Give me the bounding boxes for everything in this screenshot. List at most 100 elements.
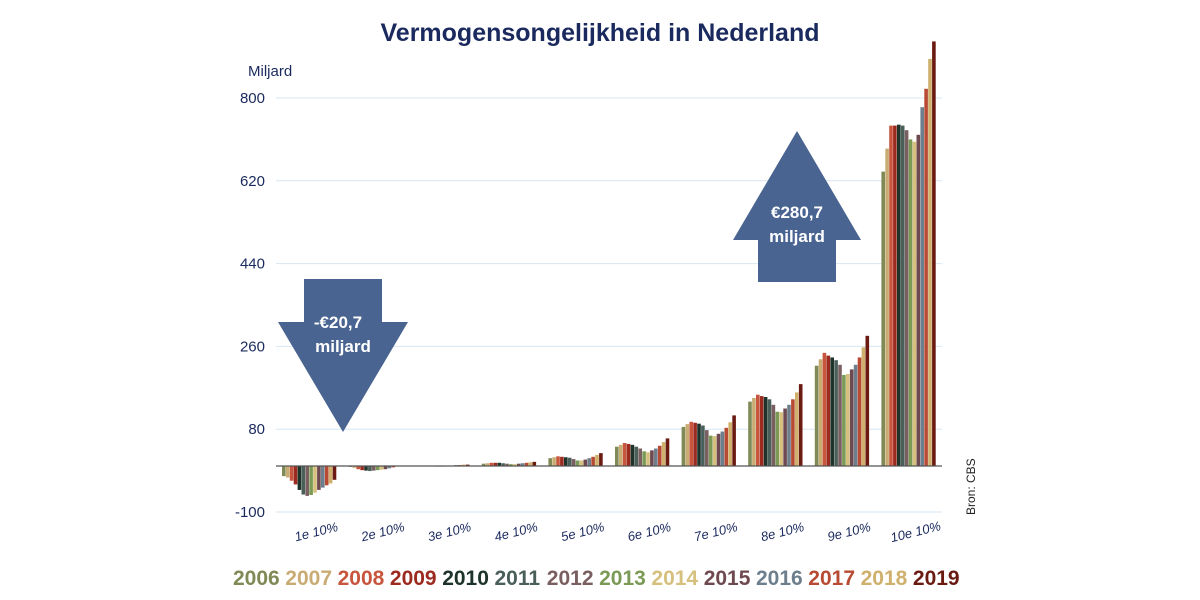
bar: [849, 369, 854, 466]
legend-entry: 2015: [704, 567, 751, 590]
bar: [332, 466, 337, 480]
bar: [356, 466, 360, 470]
y-tick-label: 80: [248, 421, 265, 438]
x-tick-label: 7e 10%: [693, 519, 739, 544]
x-axis-ticks: 1e 10% 2e 10% 3e 10% 4e 10% 5e 10% 6e 10% 7e 1…: [293, 518, 942, 545]
bar: [313, 466, 317, 493]
bar: [853, 364, 858, 466]
bar: [583, 459, 588, 466]
chart-title: Vermogensongelijkheid in Nederland: [381, 19, 820, 47]
bar: [771, 404, 776, 466]
bar: [379, 466, 384, 470]
bar: [716, 433, 721, 466]
bar: [552, 457, 556, 466]
bar: [324, 466, 329, 486]
legend-entry: 2006: [233, 567, 280, 590]
bar: [560, 456, 564, 466]
x-tick-label: 9e 10%: [826, 519, 872, 544]
bar: [865, 335, 870, 466]
bar: [928, 58, 932, 467]
bar: [900, 125, 905, 466]
bar: [775, 411, 780, 466]
legend-entry: 2009: [390, 567, 437, 590]
legend-entry: 2019: [913, 567, 960, 590]
bar: [622, 443, 627, 466]
y-tick-label: 620: [240, 173, 265, 190]
bar: [520, 463, 525, 466]
legend-entry: 2012: [547, 567, 594, 590]
bar: [661, 442, 666, 466]
bar: [685, 424, 690, 466]
bar: [767, 399, 772, 466]
legend-entry: 2008: [338, 567, 385, 590]
bar: [654, 448, 658, 466]
bar: [360, 466, 364, 471]
bar: [693, 422, 697, 466]
arrow-annotation-up: €280,7 miljard: [733, 131, 861, 282]
x-tick-label: 1e 10%: [293, 519, 339, 544]
x-tick-label: 4e 10%: [493, 519, 539, 544]
bar: [634, 446, 639, 466]
bar: [857, 357, 862, 466]
arrow-down-shape: [278, 279, 408, 432]
bar: [795, 392, 799, 466]
bar: [352, 466, 357, 468]
legend-entry: 2011: [495, 567, 541, 590]
bar: [481, 463, 486, 466]
bar: [364, 466, 368, 471]
y-axis-unit-label: Miljard: [248, 63, 292, 80]
x-tick-label: 10e 10%: [889, 518, 942, 545]
bar: [368, 466, 372, 472]
bar: [548, 458, 552, 466]
x-tick-label: 6e 10%: [626, 519, 672, 544]
bar: [924, 88, 928, 467]
bar: [838, 364, 842, 466]
bar: [391, 466, 396, 468]
bar: [665, 438, 670, 466]
bar: [575, 460, 580, 466]
bar: [893, 125, 897, 466]
bar: [842, 374, 846, 466]
legend: 2006 2007 2008 2009 2010 2011 2012 2013 2014 2015…: [233, 567, 960, 590]
arrow-up-label-line1: €280,7: [771, 203, 823, 222]
y-tick-label: 440: [240, 256, 265, 273]
bar: [932, 41, 936, 467]
bar: [462, 464, 466, 466]
legend-entry: 2010: [442, 567, 489, 590]
bar: [618, 444, 623, 466]
y-axis-ticks: -100 80 260 440 620 800: [235, 90, 265, 521]
bar: [489, 462, 494, 466]
bar: [708, 435, 713, 466]
arrow-down-label-line2: miljard: [315, 337, 371, 356]
bar: [638, 448, 642, 466]
bar: [826, 355, 831, 466]
legend-entry: 2018: [861, 567, 908, 590]
bar: [881, 171, 885, 466]
bar: [513, 464, 517, 466]
bar: [328, 466, 333, 484]
legend-entry: 2007: [285, 567, 332, 590]
bar: [317, 466, 321, 490]
bar: [615, 446, 619, 466]
bar: [567, 457, 572, 466]
bar: [885, 148, 889, 466]
bar: [846, 374, 850, 466]
bar: [822, 352, 827, 466]
bar: [779, 412, 783, 466]
bar: [712, 436, 717, 466]
bar: [493, 462, 498, 466]
bar: [528, 462, 533, 466]
bar: [752, 397, 756, 466]
bar: [505, 463, 509, 466]
bar: [904, 130, 909, 466]
bar: [830, 357, 834, 466]
bar: [465, 464, 470, 466]
x-tick-label: 5e 10%: [559, 519, 605, 544]
legend-entry: 2016: [756, 567, 803, 590]
bar: [579, 460, 584, 466]
bar: [787, 404, 791, 466]
bar: [599, 453, 603, 466]
bar: [814, 365, 819, 466]
bar: [889, 125, 893, 466]
bar: [920, 107, 924, 466]
